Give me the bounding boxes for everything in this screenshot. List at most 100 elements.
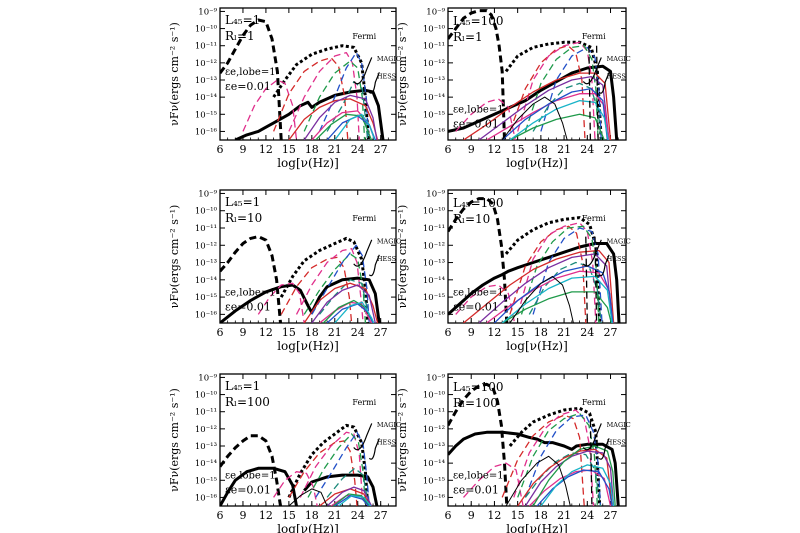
y-tick-label: 10⁻⁹ bbox=[198, 189, 217, 199]
x-axis-label: log[ν(Hz)] bbox=[277, 156, 339, 170]
y-tick-label: 10⁻¹⁰ bbox=[195, 25, 218, 35]
x-tick-label: 9 bbox=[239, 326, 246, 339]
x-tick-label: 18 bbox=[305, 509, 319, 522]
x-tick-label: 12 bbox=[487, 326, 501, 339]
radius-label: Rₗ=100 bbox=[225, 395, 270, 409]
plot-frame bbox=[447, 189, 627, 324]
x-axis-label: log[ν(Hz)] bbox=[506, 156, 568, 170]
series-blue-solid bbox=[334, 495, 369, 506]
series-black-solid bbox=[448, 242, 621, 323]
x-tick-label: 6 bbox=[217, 509, 224, 522]
y-tick-label: 10⁻¹² bbox=[423, 59, 445, 69]
y-tick-label: 10⁻¹⁴ bbox=[423, 276, 446, 286]
series-red-solid bbox=[288, 98, 379, 140]
x-tick-label: 15 bbox=[511, 509, 525, 522]
epsilon-lobe-label: εe,lobe=1 bbox=[225, 67, 276, 78]
y-tick-label: 10⁻¹⁴ bbox=[423, 93, 446, 103]
curves bbox=[220, 423, 379, 506]
y-tick-label: 10⁻¹⁰ bbox=[423, 391, 446, 401]
series-purple-solid bbox=[326, 486, 373, 506]
y-tick-label: 10⁻¹¹ bbox=[195, 408, 217, 418]
series-purple-solid bbox=[524, 450, 615, 506]
curves bbox=[220, 235, 381, 323]
x-tick-label: 6 bbox=[445, 509, 452, 522]
series-red-dash bbox=[288, 440, 358, 506]
x-axis-label: log[ν(Hz)] bbox=[277, 522, 339, 533]
y-tick-label: 10⁻¹⁶ bbox=[423, 493, 446, 503]
series-black-dash bbox=[589, 420, 593, 506]
y-tick-label: 10⁻¹⁵ bbox=[423, 293, 446, 303]
series-black-dash bbox=[588, 45, 592, 140]
y-tick-label: 10⁻¹³ bbox=[195, 442, 217, 452]
series-magenta-dash bbox=[517, 222, 597, 323]
y-tick-label: 10⁻¹⁵ bbox=[195, 293, 218, 303]
series-red-dash bbox=[509, 45, 586, 140]
y-tick-label: 10⁻¹⁴ bbox=[195, 93, 218, 103]
y-tick-label: 10⁻¹² bbox=[195, 59, 217, 69]
y-axis-label: νFν(ergs cm⁻² s⁻¹) bbox=[396, 205, 409, 309]
epsilon-e-label: εe=0.01 bbox=[453, 118, 499, 131]
hess-label: HESS bbox=[377, 255, 396, 263]
series-purple-solid bbox=[478, 75, 610, 140]
fermi-label: Fermi bbox=[352, 214, 376, 223]
curves bbox=[220, 18, 385, 140]
y-tick-label: 10⁻¹⁴ bbox=[423, 459, 446, 469]
series-green-dash bbox=[520, 225, 600, 323]
fermi-label: Fermi bbox=[582, 398, 606, 407]
fermi-label: Fermi bbox=[582, 214, 606, 223]
series-black-dash bbox=[448, 197, 509, 323]
radius-label: Rₗ=1 bbox=[453, 30, 483, 44]
series-cyan-solid bbox=[509, 99, 609, 140]
series-blue-solid bbox=[536, 469, 613, 506]
x-tick-label: 12 bbox=[259, 143, 273, 156]
series-green-solid bbox=[509, 113, 605, 140]
x-tick-label: 18 bbox=[305, 326, 319, 339]
series-teal-dash bbox=[318, 279, 370, 315]
series-blue-dash bbox=[524, 414, 602, 506]
x-tick-label: 21 bbox=[328, 509, 342, 522]
curves bbox=[448, 382, 620, 506]
series-magenta-dash bbox=[273, 471, 318, 506]
plot-frame bbox=[219, 7, 397, 141]
epsilon-lobe-label: εe,lobe=1 bbox=[453, 287, 504, 298]
series-cyan-solid bbox=[540, 464, 615, 506]
y-tick-label: 10⁻¹⁰ bbox=[195, 207, 218, 217]
series-magenta-dash bbox=[455, 284, 516, 323]
series-black-solid bbox=[505, 455, 571, 506]
series-magenta-dash bbox=[242, 79, 298, 140]
x-axis-label: log[ν(Hz)] bbox=[277, 339, 339, 353]
series-magenta-solid bbox=[528, 469, 612, 506]
series-black-dash bbox=[220, 235, 282, 323]
series-red-solid bbox=[303, 282, 379, 323]
magic-sensitivity-curve bbox=[368, 254, 380, 277]
y-tick-label: 10⁻¹⁶ bbox=[423, 127, 446, 137]
x-tick-label: 6 bbox=[217, 326, 224, 339]
luminosity-label: L₄₅=1 bbox=[225, 379, 260, 393]
x-tick-label: 18 bbox=[305, 143, 319, 156]
y-tick-label: 10⁻¹⁰ bbox=[423, 25, 446, 35]
magic-sensitivity-curve bbox=[598, 72, 610, 94]
y-axis-label: νFν(ergs cm⁻² s⁻¹) bbox=[396, 388, 409, 492]
series-magenta-dash bbox=[455, 98, 516, 140]
x-tick-label: 15 bbox=[282, 143, 296, 156]
x-tick-label: 21 bbox=[328, 143, 342, 156]
magic-label: MAGIC bbox=[377, 421, 401, 429]
y-axis-label: νFν(ergs cm⁻² s⁻¹) bbox=[168, 205, 181, 309]
y-tick-label: 10⁻¹¹ bbox=[195, 224, 217, 234]
series-red-dash bbox=[272, 57, 349, 140]
x-tick-label: 12 bbox=[487, 143, 501, 156]
x-tick-label: 15 bbox=[282, 509, 296, 522]
series-black-solid bbox=[303, 473, 379, 506]
magic-label: MAGIC bbox=[607, 421, 631, 429]
series-black-solid bbox=[509, 275, 574, 323]
epsilon-lobe-label: εe,lobe=1 bbox=[453, 105, 504, 116]
luminosity-label: L₄₅=100 bbox=[453, 380, 504, 394]
luminosity-label: L₄₅=1 bbox=[225, 195, 260, 209]
plot-frame bbox=[447, 7, 627, 141]
x-tick-label: 27 bbox=[374, 143, 388, 156]
y-tick-label: 10⁻¹¹ bbox=[423, 42, 445, 52]
x-axis-label: log[ν(Hz)] bbox=[506, 522, 568, 533]
y-tick-label: 10⁻¹² bbox=[423, 425, 445, 435]
series-teal-dash bbox=[532, 82, 602, 140]
curves bbox=[448, 197, 621, 323]
